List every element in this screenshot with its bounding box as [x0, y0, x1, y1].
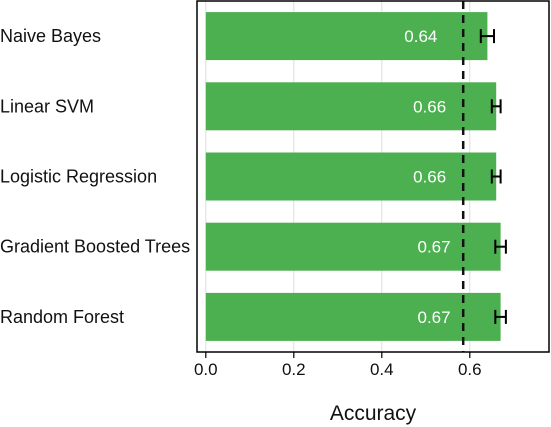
category-label: Gradient Boosted Trees: [0, 237, 190, 257]
x-tick-label: 0.0: [194, 360, 218, 379]
x-tick-label: 0.6: [458, 360, 482, 379]
bar: [205, 82, 497, 131]
data-label: 0.66: [413, 97, 446, 116]
data-label: 0.67: [418, 308, 451, 327]
x-axis-title: Accuracy: [330, 402, 417, 425]
bar: [205, 222, 501, 271]
category-label: Logistic Regression: [0, 167, 157, 187]
data-label: 0.66: [413, 168, 446, 187]
data-label: 0.67: [418, 238, 451, 257]
bar: [205, 292, 501, 341]
bars: 0.64 0.66 0.66 0.67 0.67: [205, 12, 507, 341]
plot-frame: [196, 0, 550, 353]
category-label: Linear SVM: [0, 96, 94, 116]
category-label: Random Forest: [0, 307, 124, 327]
data-label: 0.64: [404, 27, 437, 46]
category-labels: Naive Bayes Linear SVM Logistic Regression…: [0, 26, 190, 327]
category-label: Naive Bayes: [0, 26, 101, 46]
x-axis-ticks: 0.0 0.2 0.4 0.6: [194, 352, 482, 379]
bar: [205, 12, 488, 61]
x-tick-label: 0.4: [370, 360, 394, 379]
bar: [205, 152, 497, 201]
x-tick-label: 0.2: [282, 360, 306, 379]
